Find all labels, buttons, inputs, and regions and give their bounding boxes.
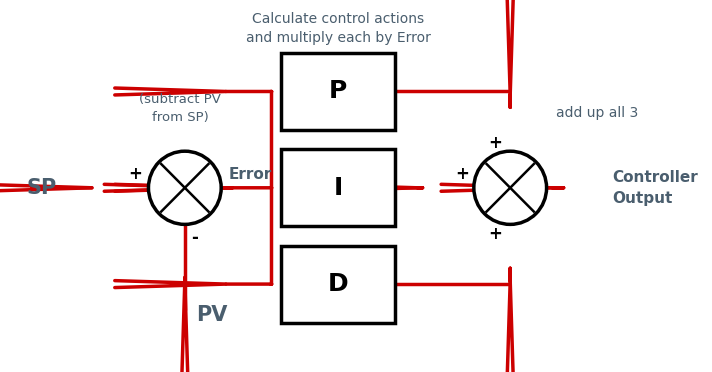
Text: +: + <box>456 165 469 183</box>
Bar <box>281 149 395 226</box>
Text: D: D <box>328 272 348 296</box>
Text: SP: SP <box>27 178 57 198</box>
Text: Error: Error <box>229 167 272 182</box>
Circle shape <box>149 151 221 224</box>
Bar <box>281 53 395 130</box>
Text: I: I <box>333 176 342 200</box>
Text: Calculate control actions
and multiply each by Error: Calculate control actions and multiply e… <box>246 12 430 45</box>
Bar <box>281 246 395 323</box>
Text: +: + <box>488 135 502 153</box>
Text: +: + <box>488 225 502 243</box>
Text: Controller
Output: Controller Output <box>612 170 698 206</box>
Text: PV: PV <box>197 305 228 325</box>
Text: P: P <box>329 80 347 103</box>
Text: (subtract PV
from SP): (subtract PV from SP) <box>139 93 221 124</box>
Text: +: + <box>128 165 142 183</box>
Circle shape <box>474 151 547 224</box>
Text: add up all 3: add up all 3 <box>556 106 639 120</box>
Text: -: - <box>191 229 198 247</box>
